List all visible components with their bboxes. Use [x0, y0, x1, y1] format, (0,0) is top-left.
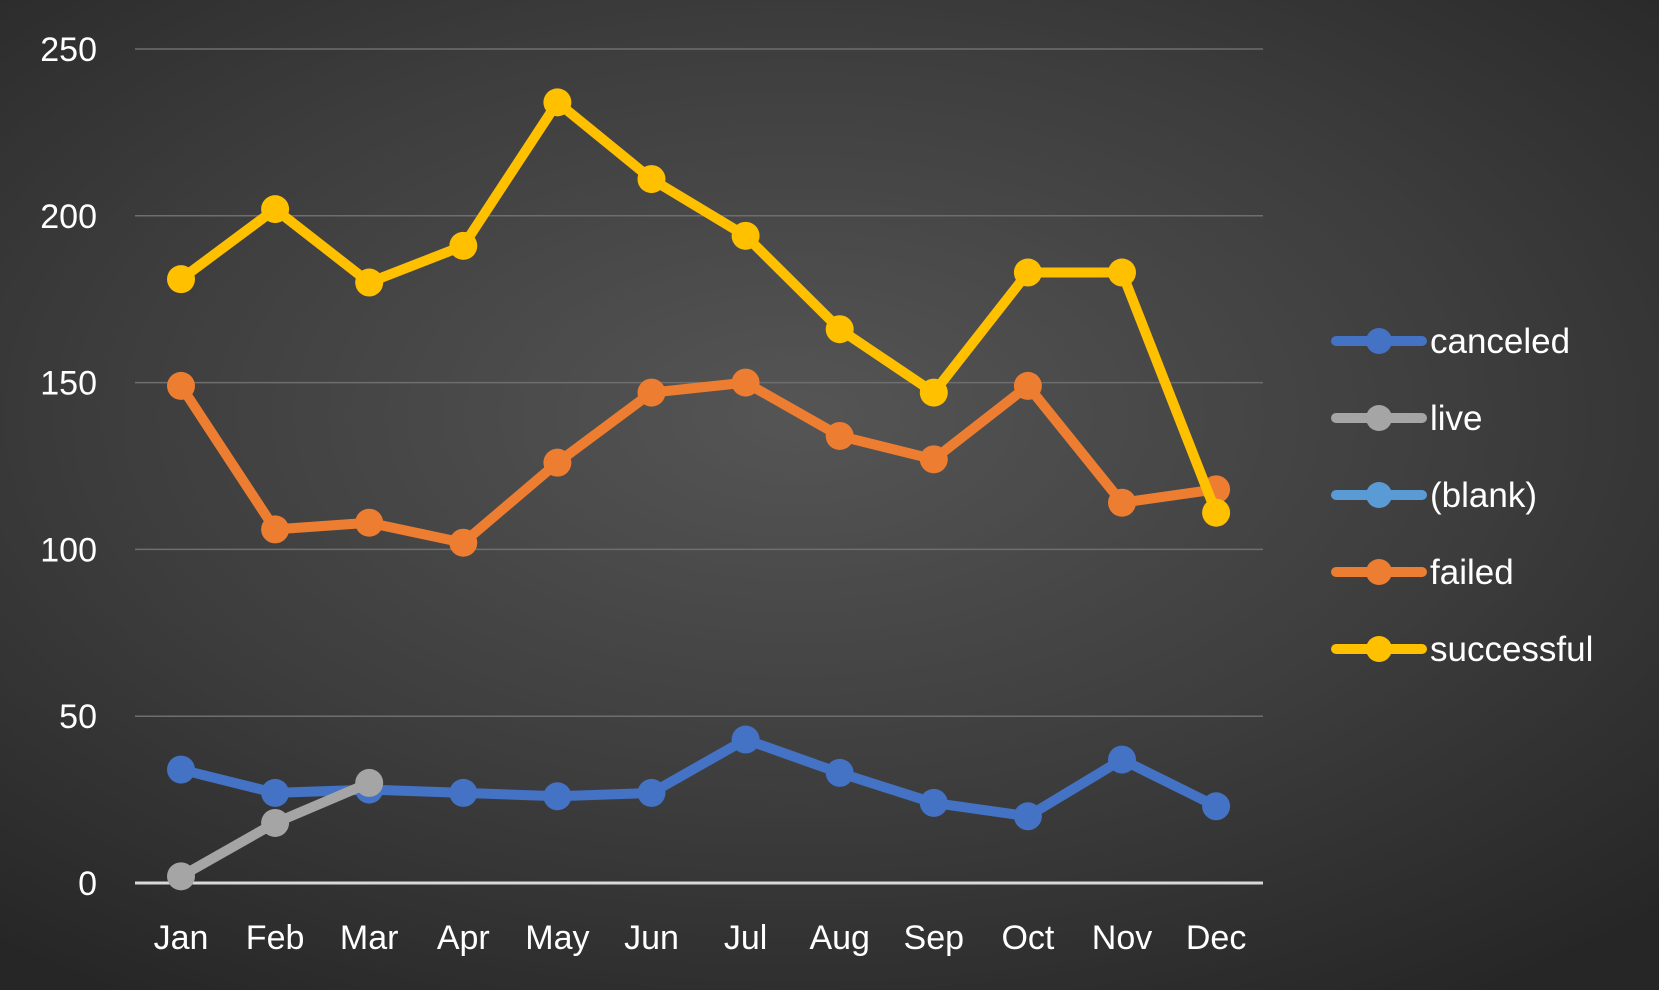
data-point-successful [1202, 498, 1231, 527]
data-point-successful [825, 315, 854, 344]
data-point-successful [1108, 258, 1136, 287]
legend-item-canceled: canceled [1331, 322, 1570, 361]
data-point-failed [731, 368, 760, 397]
data-point-failed [449, 528, 478, 557]
data-point-successful [543, 88, 572, 117]
data-point-canceled [731, 725, 760, 754]
data-point-canceled [1202, 792, 1231, 821]
data-point-failed [1013, 371, 1042, 400]
series-canceled [167, 725, 1231, 831]
legend: canceled live (blank) failed successful [1331, 322, 1593, 669]
x-tick-label: Dec [1186, 919, 1246, 957]
legend-label: canceled [1430, 322, 1570, 361]
gridlines [135, 48, 1263, 885]
series-line-failed [176, 377, 1222, 548]
data-point-canceled [167, 755, 195, 784]
legend-label: (blank) [1430, 476, 1537, 515]
x-tick-label: Aug [809, 919, 870, 957]
data-point-successful [637, 165, 666, 194]
data-point-live [261, 808, 290, 837]
x-tick-label: Feb [246, 919, 305, 957]
data-point-failed [1108, 488, 1136, 517]
data-point-successful [731, 221, 760, 250]
data-point-canceled [261, 778, 290, 807]
x-tick-label: Jan [154, 919, 209, 957]
legend-swatch-marker [1366, 405, 1392, 431]
data-point-canceled [919, 788, 948, 817]
legend-label: failed [1430, 553, 1514, 592]
y-tick-label: 250 [40, 31, 97, 69]
data-point-canceled [637, 778, 666, 807]
x-tick-label: May [525, 919, 589, 957]
data-point-live [355, 768, 384, 797]
data-point-successful [355, 268, 384, 297]
series-live [167, 768, 384, 891]
legend-label: live [1430, 399, 1483, 438]
data-point-successful [261, 195, 290, 224]
x-tick-label: Oct [1001, 919, 1054, 957]
legend-item-failed: failed [1331, 553, 1514, 592]
data-point-successful [1013, 258, 1042, 287]
data-point-canceled [449, 778, 478, 807]
data-point-failed [167, 371, 195, 400]
data-point-canceled [825, 758, 854, 787]
data-point-failed [919, 445, 948, 474]
legend-item-live: live [1331, 399, 1483, 438]
y-axis-tick-labels: 0 50 100 150 200 250 [40, 31, 97, 903]
y-tick-label: 0 [78, 865, 97, 903]
series-failed [167, 368, 1231, 557]
data-point-canceled [1108, 745, 1136, 774]
x-tick-label: Nov [1092, 919, 1152, 957]
x-tick-label: Jul [724, 919, 767, 957]
legend-item-blank: (blank) [1331, 476, 1537, 515]
data-point-failed [825, 421, 854, 450]
series-line-canceled [176, 734, 1222, 822]
data-point-successful [919, 378, 948, 407]
y-tick-label: 150 [40, 365, 97, 403]
series-successful [167, 88, 1231, 527]
series-lines [167, 88, 1231, 891]
x-tick-label: Mar [340, 919, 399, 957]
data-point-failed [543, 448, 572, 477]
y-tick-label: 100 [40, 531, 97, 569]
legend-swatch-marker [1366, 636, 1392, 662]
data-point-failed [355, 508, 384, 537]
legend-item-successful: successful [1331, 630, 1593, 669]
legend-swatch-marker [1366, 482, 1392, 508]
legend-swatch-marker [1366, 328, 1392, 354]
x-tick-label: Sep [904, 919, 965, 957]
x-axis-tick-labels: Jan Feb Mar Apr May Jun Jul Aug Sep Oct Nov Dec [154, 919, 1247, 957]
data-point-canceled [1013, 802, 1042, 831]
series-line-successful [176, 97, 1222, 518]
x-tick-label: Jun [624, 919, 679, 957]
y-tick-label: 50 [59, 698, 97, 736]
legend-swatch-marker [1366, 559, 1392, 585]
legend-label: successful [1430, 630, 1593, 669]
data-point-failed [261, 515, 290, 544]
y-tick-label: 200 [40, 198, 97, 236]
x-tick-label: Apr [437, 919, 490, 957]
data-point-live [167, 862, 195, 891]
data-point-failed [637, 378, 666, 407]
data-point-successful [449, 231, 478, 260]
data-point-canceled [543, 782, 572, 811]
data-point-successful [167, 265, 195, 294]
